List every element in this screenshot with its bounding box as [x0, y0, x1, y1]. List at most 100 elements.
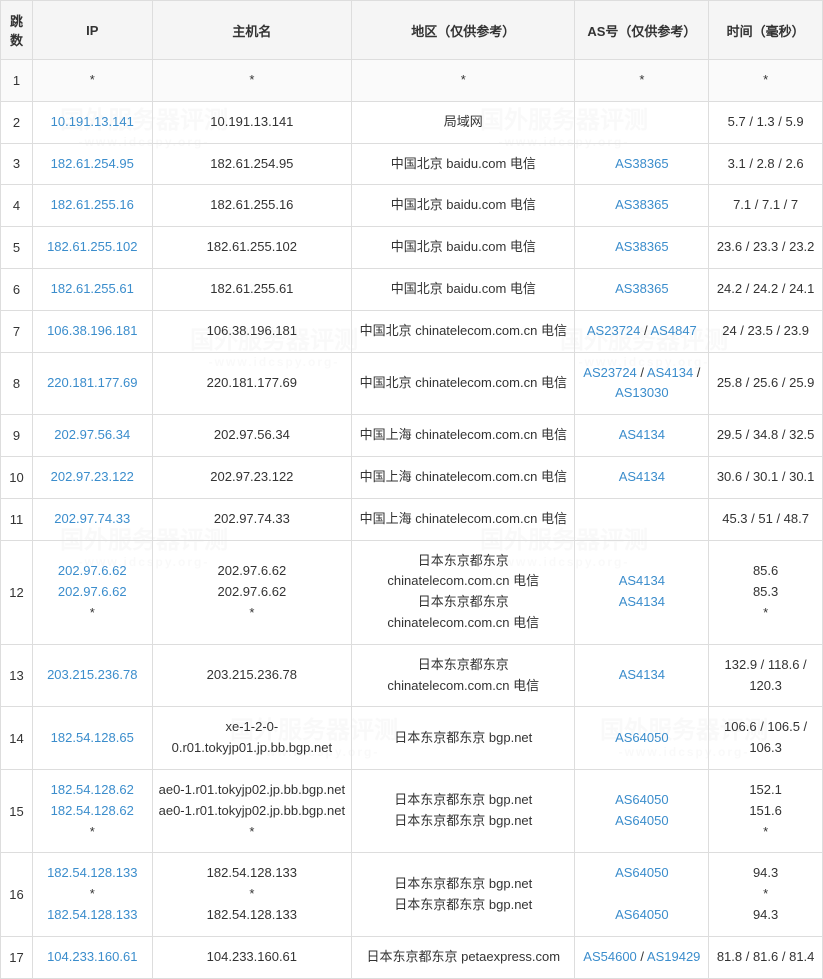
cell-hostname: 220.181.177.69 [152, 352, 352, 415]
cell-hop: 15 [1, 769, 33, 852]
asn-link[interactable]: AS23724 [587, 323, 641, 338]
asn-link[interactable]: AS64050 [581, 863, 702, 884]
cell-hop: 17 [1, 936, 33, 978]
cell-hostname: 182.54.128.133*182.54.128.133 [152, 853, 352, 936]
hostname-text: * [159, 70, 346, 91]
ip-link[interactable]: 182.61.255.16 [39, 195, 146, 216]
asn-link[interactable]: AS13030 [615, 385, 669, 400]
cell-time: 3.1 / 2.8 / 2.6 [709, 143, 823, 185]
ip-link[interactable]: 182.54.128.62 [39, 780, 146, 801]
cell-region: 日本东京都东京 bgp.net日本东京都东京 bgp.net [352, 853, 575, 936]
cell-time: 30.6 / 30.1 / 30.1 [709, 456, 823, 498]
cell-asn: AS38365 [575, 143, 709, 185]
asn-link[interactable]: AS19429 [647, 949, 701, 964]
ip-link[interactable]: 202.97.74.33 [39, 509, 146, 530]
time-text: 30.6 / 30.1 / 30.1 [715, 467, 816, 488]
asn-link[interactable]: AS54600 [583, 949, 637, 964]
hostname-text: 182.54.128.133 [159, 863, 346, 884]
cell-region: 中国北京 baidu.com 电信 [352, 227, 575, 269]
cell-region: 日本东京都东京 chinatelecom.com.cn 电信日本东京都东京 ch… [352, 540, 575, 644]
region-text: 日本东京都东京 bgp.net [358, 728, 568, 749]
ip-text: * [39, 603, 146, 624]
ip-link[interactable]: 202.97.23.122 [39, 467, 146, 488]
ip-link[interactable]: 182.54.128.133 [39, 905, 146, 926]
asn-link[interactable]: AS38365 [615, 239, 669, 254]
cell-region: 中国北京 baidu.com 电信 [352, 268, 575, 310]
cell-hop: 12 [1, 540, 33, 644]
hostname-text: 202.97.23.122 [159, 467, 346, 488]
hostname-text: 202.97.6.62 [159, 582, 346, 603]
cell-region: 日本东京都东京 chinatelecom.com.cn 电信 [352, 644, 575, 707]
ip-link[interactable]: 182.61.255.102 [39, 237, 146, 258]
asn-link[interactable]: AS4134 [581, 592, 702, 613]
ip-link[interactable]: 182.54.128.133 [39, 863, 146, 884]
asn-link[interactable]: AS64050 [581, 811, 702, 832]
asn-link[interactable]: AS4134 [619, 667, 665, 682]
table-row: 10202.97.23.122202.97.23.122中国上海 chinate… [1, 456, 823, 498]
ip-link[interactable]: 182.61.255.61 [39, 279, 146, 300]
ip-link[interactable]: 104.233.160.61 [39, 947, 146, 968]
cell-time: 7.1 / 7.1 / 7 [709, 185, 823, 227]
ip-link[interactable]: 106.38.196.181 [39, 321, 146, 342]
cell-hop: 8 [1, 352, 33, 415]
cell-asn [575, 498, 709, 540]
asn-link[interactable]: AS64050 [581, 790, 702, 811]
cell-asn: * [575, 60, 709, 102]
cell-time: 5.7 / 1.3 / 5.9 [709, 101, 823, 143]
time-text: 23.6 / 23.3 / 23.2 [715, 237, 816, 258]
time-text: 29.5 / 34.8 / 32.5 [715, 425, 816, 446]
asn-link[interactable]: AS64050 [615, 730, 669, 745]
cell-hostname: 202.97.6.62202.97.6.62* [152, 540, 352, 644]
region-text: 中国北京 baidu.com 电信 [358, 195, 568, 216]
cell-ip: 182.54.128.62182.54.128.62* [32, 769, 152, 852]
region-text: 日本东京都东京 bgp.net [358, 790, 568, 811]
time-text: 24.2 / 24.2 / 24.1 [715, 279, 816, 300]
ip-link[interactable]: 182.54.128.62 [39, 801, 146, 822]
cell-time: 132.9 / 118.6 / 120.3 [709, 644, 823, 707]
ip-link[interactable]: 182.54.128.65 [39, 728, 146, 749]
asn-link[interactable]: AS38365 [615, 156, 669, 171]
cell-time: 152.1151.6* [709, 769, 823, 852]
asn-link[interactable]: AS4134 [647, 365, 693, 380]
table-row: 12202.97.6.62202.97.6.62*202.97.6.62202.… [1, 540, 823, 644]
region-text: 中国北京 baidu.com 电信 [358, 154, 568, 175]
ip-link[interactable]: 202.97.6.62 [39, 561, 146, 582]
region-text: 中国上海 chinatelecom.com.cn 电信 [358, 509, 568, 530]
time-text: 81.8 / 81.6 / 81.4 [715, 947, 816, 968]
hostname-text: * [159, 884, 346, 905]
cell-asn: AS38365 [575, 185, 709, 227]
cell-asn: AS23724 / AS4134 / AS13030 [575, 352, 709, 415]
asn-link[interactable]: AS38365 [615, 281, 669, 296]
cell-hostname: 202.97.56.34 [152, 415, 352, 457]
cell-asn: AS64050AS64050 [575, 769, 709, 852]
cell-region: 中国北京 chinatelecom.com.cn 电信 [352, 310, 575, 352]
asn-link[interactable]: AS4134 [581, 571, 702, 592]
cell-time: 23.6 / 23.3 / 23.2 [709, 227, 823, 269]
time-text: * [715, 70, 816, 91]
time-text: * [715, 603, 816, 624]
ip-link[interactable]: 202.97.6.62 [39, 582, 146, 603]
cell-hop: 13 [1, 644, 33, 707]
table-row: 16182.54.128.133*182.54.128.133182.54.12… [1, 853, 823, 936]
time-text: 24 / 23.5 / 23.9 [715, 321, 816, 342]
asn-link[interactable]: AS4134 [619, 427, 665, 442]
header-hostname: 主机名 [152, 1, 352, 60]
asn-link[interactable]: AS4134 [619, 469, 665, 484]
cell-time: 94.3*94.3 [709, 853, 823, 936]
table-row: 7106.38.196.181106.38.196.181中国北京 chinat… [1, 310, 823, 352]
ip-link[interactable]: 202.97.56.34 [39, 425, 146, 446]
asn-link[interactable]: AS64050 [581, 905, 702, 926]
asn-link[interactable]: AS38365 [615, 197, 669, 212]
asn-link[interactable]: AS4847 [651, 323, 697, 338]
ip-link[interactable]: 182.61.254.95 [39, 154, 146, 175]
cell-ip: 104.233.160.61 [32, 936, 152, 978]
time-text: 25.8 / 25.6 / 25.9 [715, 373, 816, 394]
cell-ip: 182.61.254.95 [32, 143, 152, 185]
cell-ip: 182.54.128.65 [32, 707, 152, 770]
time-text: 5.7 / 1.3 / 5.9 [715, 112, 816, 133]
ip-link[interactable]: 220.181.177.69 [39, 373, 146, 394]
asn-link[interactable]: AS23724 [583, 365, 637, 380]
ip-link[interactable]: 203.215.236.78 [39, 665, 146, 686]
ip-link[interactable]: 10.191.13.141 [39, 112, 146, 133]
cell-region: 中国北京 chinatelecom.com.cn 电信 [352, 352, 575, 415]
